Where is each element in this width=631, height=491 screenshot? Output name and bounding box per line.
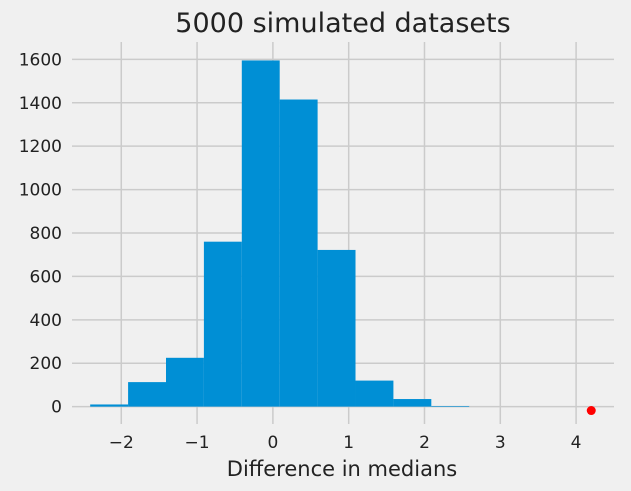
histogram-bar [355, 380, 394, 407]
x-tick-label: 3 [495, 433, 506, 453]
x-tick-label: 2 [419, 433, 430, 453]
histogram-bar [279, 99, 318, 407]
histogram-bar [317, 249, 356, 407]
y-tick-label: 400 [30, 311, 62, 331]
histogram-bar [431, 405, 470, 407]
y-tick-label: 1000 [19, 181, 62, 201]
grid-layer [72, 42, 614, 424]
x-tick-label: 1 [343, 433, 354, 453]
y-tick-label: 1600 [19, 50, 62, 70]
histogram-bar [90, 404, 129, 407]
y-tick-label: 800 [30, 224, 62, 244]
x-axis-ticks: −2 −1 0 1 2 3 4 [109, 433, 582, 453]
y-tick-label: 200 [30, 354, 62, 374]
y-tick-label: 1400 [19, 94, 62, 114]
histogram-bar [165, 357, 204, 407]
x-tick-label: −1 [185, 433, 210, 453]
histogram-bar [393, 399, 432, 407]
x-tick-label: −2 [109, 433, 134, 453]
bars-layer [90, 60, 470, 407]
points-layer [586, 406, 596, 416]
x-tick-label: 0 [267, 433, 278, 453]
y-tick-label: 1200 [19, 137, 62, 157]
y-axis-ticks: 0 200 400 600 800 1000 1200 1400 1600 [19, 50, 62, 417]
y-tick-label: 600 [30, 267, 62, 287]
chart-title: 5000 simulated datasets [175, 8, 510, 39]
observed-point [586, 406, 596, 416]
x-tick-label: 4 [571, 433, 582, 453]
x-axis-label: Difference in medians [227, 457, 457, 481]
histogram-bar [241, 60, 280, 407]
y-tick-label: 0 [51, 398, 62, 418]
histogram-bar [128, 382, 166, 407]
histogram-bar [203, 241, 242, 407]
